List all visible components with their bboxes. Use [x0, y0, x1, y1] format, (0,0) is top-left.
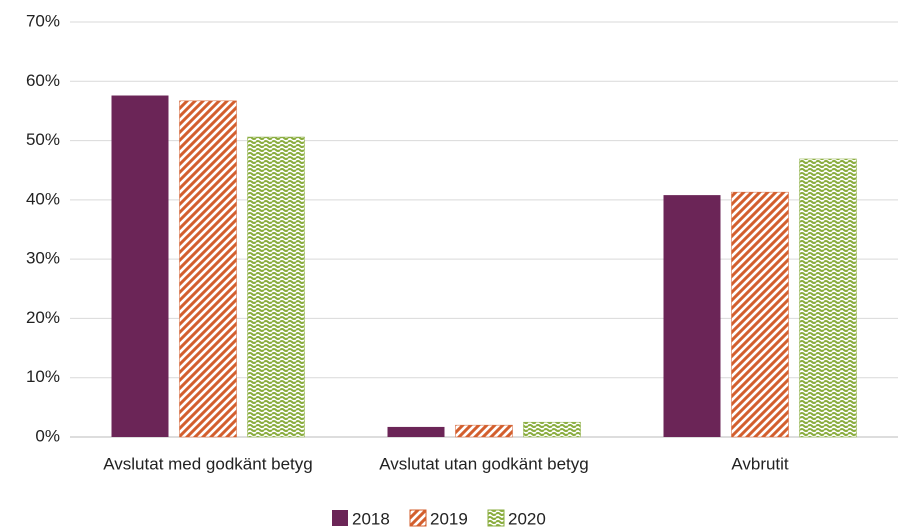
- legend-swatch: [332, 510, 348, 526]
- legend-label: 2018: [352, 509, 390, 528]
- bar: [523, 421, 581, 438]
- bar: [455, 424, 513, 438]
- x-tick-label: Avbrutit: [731, 454, 789, 473]
- bar: [111, 95, 169, 437]
- legend-label: 2020: [508, 509, 546, 528]
- y-tick-label: 60%: [26, 71, 60, 90]
- y-tick-label: 0%: [35, 426, 60, 445]
- bar: [663, 195, 721, 437]
- y-tick-label: 50%: [26, 130, 60, 149]
- y-tick-label: 20%: [26, 308, 60, 327]
- y-tick-label: 40%: [26, 189, 60, 208]
- x-tick-label: Avslutat med godkänt betyg: [103, 454, 313, 473]
- x-tick-label: Avslutat utan godkänt betyg: [379, 454, 589, 473]
- bar: [731, 191, 789, 438]
- bar: [387, 426, 445, 437]
- bar: [799, 158, 857, 438]
- y-tick-label: 10%: [26, 367, 60, 386]
- legend-swatch: [487, 509, 505, 527]
- bar: [179, 100, 237, 438]
- legend-label: 2019: [430, 509, 468, 528]
- y-tick-label: 70%: [26, 11, 60, 30]
- legend-swatch: [409, 509, 427, 527]
- y-tick-label: 30%: [26, 249, 60, 268]
- bar: [247, 136, 305, 438]
